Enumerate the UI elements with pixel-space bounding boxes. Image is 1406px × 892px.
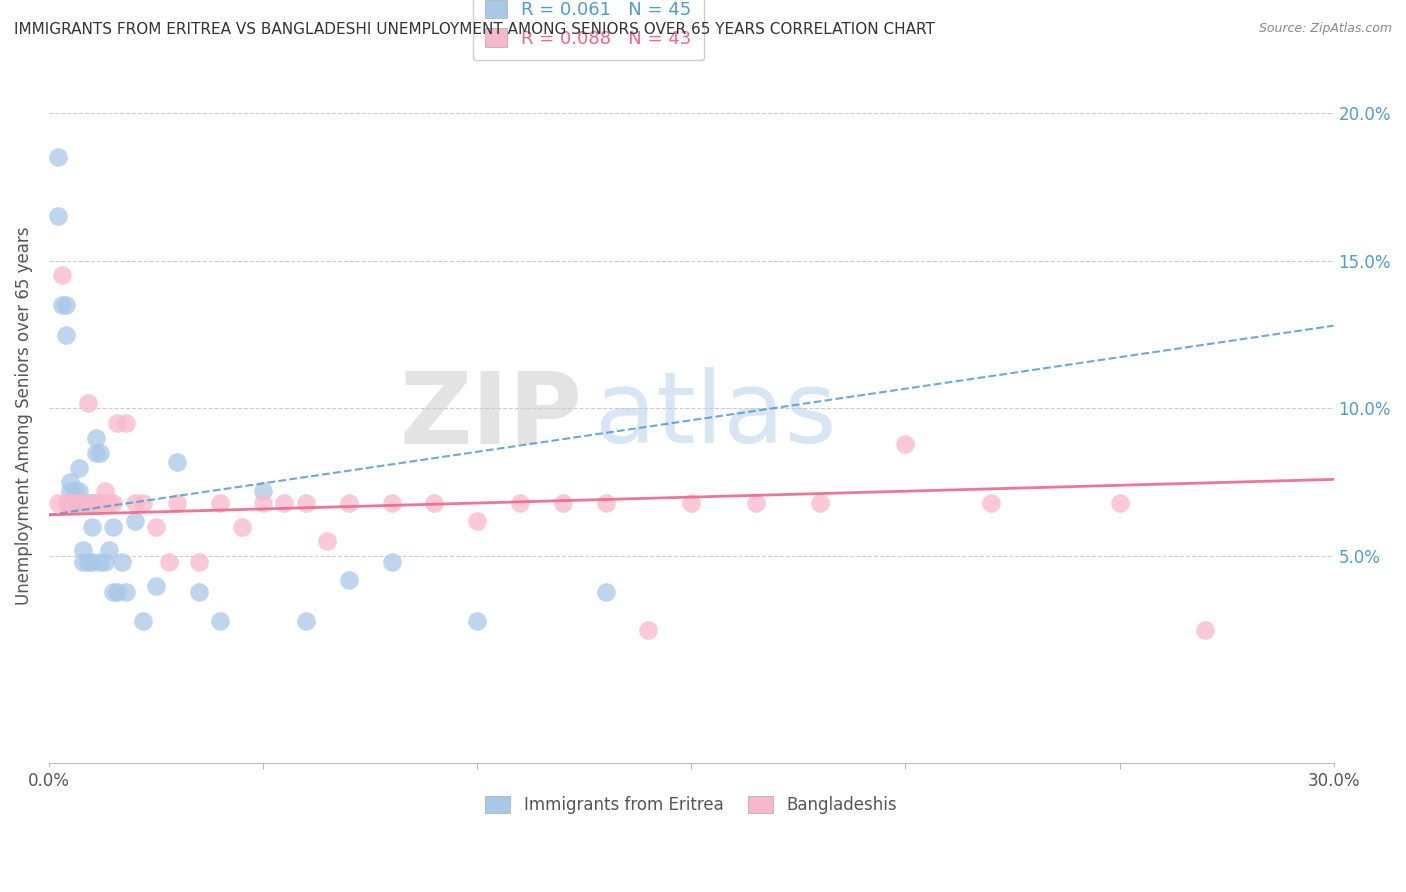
- Point: [103, 496, 125, 510]
- Point: [337, 496, 360, 510]
- Point: [157, 555, 180, 569]
- Point: [89, 496, 111, 510]
- Point: [72, 496, 94, 510]
- Point: [59, 496, 82, 510]
- Point: [252, 496, 274, 510]
- Text: ZIP: ZIP: [399, 368, 582, 465]
- Point: [231, 519, 253, 533]
- Y-axis label: Unemployment Among Seniors over 65 years: Unemployment Among Seniors over 65 years: [15, 227, 32, 605]
- Point: [107, 584, 129, 599]
- Point: [187, 584, 209, 599]
- Point: [51, 268, 73, 283]
- Point: [93, 484, 115, 499]
- Point: [76, 555, 98, 569]
- Point: [145, 519, 167, 533]
- Point: [209, 614, 232, 628]
- Point: [637, 623, 659, 637]
- Point: [145, 579, 167, 593]
- Point: [84, 446, 107, 460]
- Point: [59, 475, 82, 490]
- Point: [84, 496, 107, 510]
- Point: [89, 446, 111, 460]
- Point: [465, 514, 488, 528]
- Point: [46, 496, 69, 510]
- Point: [115, 416, 138, 430]
- Point: [808, 496, 831, 510]
- Point: [744, 496, 766, 510]
- Point: [63, 496, 86, 510]
- Point: [59, 484, 82, 499]
- Point: [72, 555, 94, 569]
- Point: [115, 584, 138, 599]
- Point: [72, 496, 94, 510]
- Point: [166, 496, 188, 510]
- Point: [67, 484, 90, 499]
- Point: [166, 455, 188, 469]
- Legend: Immigrants from Eritrea, Bangladeshis: Immigrants from Eritrea, Bangladeshis: [475, 786, 907, 824]
- Point: [55, 298, 77, 312]
- Point: [67, 496, 90, 510]
- Point: [107, 416, 129, 430]
- Point: [103, 584, 125, 599]
- Point: [97, 496, 120, 510]
- Point: [423, 496, 446, 510]
- Point: [337, 573, 360, 587]
- Point: [59, 496, 82, 510]
- Point: [97, 543, 120, 558]
- Point: [1194, 623, 1216, 637]
- Point: [63, 496, 86, 510]
- Text: IMMIGRANTS FROM ERITREA VS BANGLADESHI UNEMPLOYMENT AMONG SENIORS OVER 65 YEARS : IMMIGRANTS FROM ERITREA VS BANGLADESHI U…: [14, 22, 935, 37]
- Point: [46, 209, 69, 223]
- Point: [252, 484, 274, 499]
- Point: [595, 584, 617, 599]
- Point: [67, 496, 90, 510]
- Point: [76, 496, 98, 510]
- Point: [72, 543, 94, 558]
- Text: atlas: atlas: [595, 368, 837, 465]
- Point: [209, 496, 232, 510]
- Point: [132, 496, 155, 510]
- Point: [380, 555, 402, 569]
- Point: [67, 460, 90, 475]
- Point: [80, 496, 103, 510]
- Point: [551, 496, 574, 510]
- Point: [76, 395, 98, 409]
- Point: [295, 614, 318, 628]
- Point: [509, 496, 531, 510]
- Point: [63, 484, 86, 499]
- Point: [46, 150, 69, 164]
- Point: [894, 437, 917, 451]
- Point: [380, 496, 402, 510]
- Point: [132, 614, 155, 628]
- Point: [55, 327, 77, 342]
- Point: [124, 514, 146, 528]
- Point: [465, 614, 488, 628]
- Point: [1108, 496, 1130, 510]
- Point: [89, 555, 111, 569]
- Text: Source: ZipAtlas.com: Source: ZipAtlas.com: [1258, 22, 1392, 36]
- Point: [51, 298, 73, 312]
- Point: [55, 496, 77, 510]
- Point: [93, 555, 115, 569]
- Point: [124, 496, 146, 510]
- Point: [187, 555, 209, 569]
- Point: [103, 519, 125, 533]
- Point: [273, 496, 295, 510]
- Point: [80, 496, 103, 510]
- Point: [980, 496, 1002, 510]
- Point: [595, 496, 617, 510]
- Point: [84, 431, 107, 445]
- Point: [63, 496, 86, 510]
- Point: [295, 496, 318, 510]
- Point: [80, 555, 103, 569]
- Point: [111, 555, 134, 569]
- Point: [80, 519, 103, 533]
- Point: [681, 496, 703, 510]
- Point: [316, 534, 339, 549]
